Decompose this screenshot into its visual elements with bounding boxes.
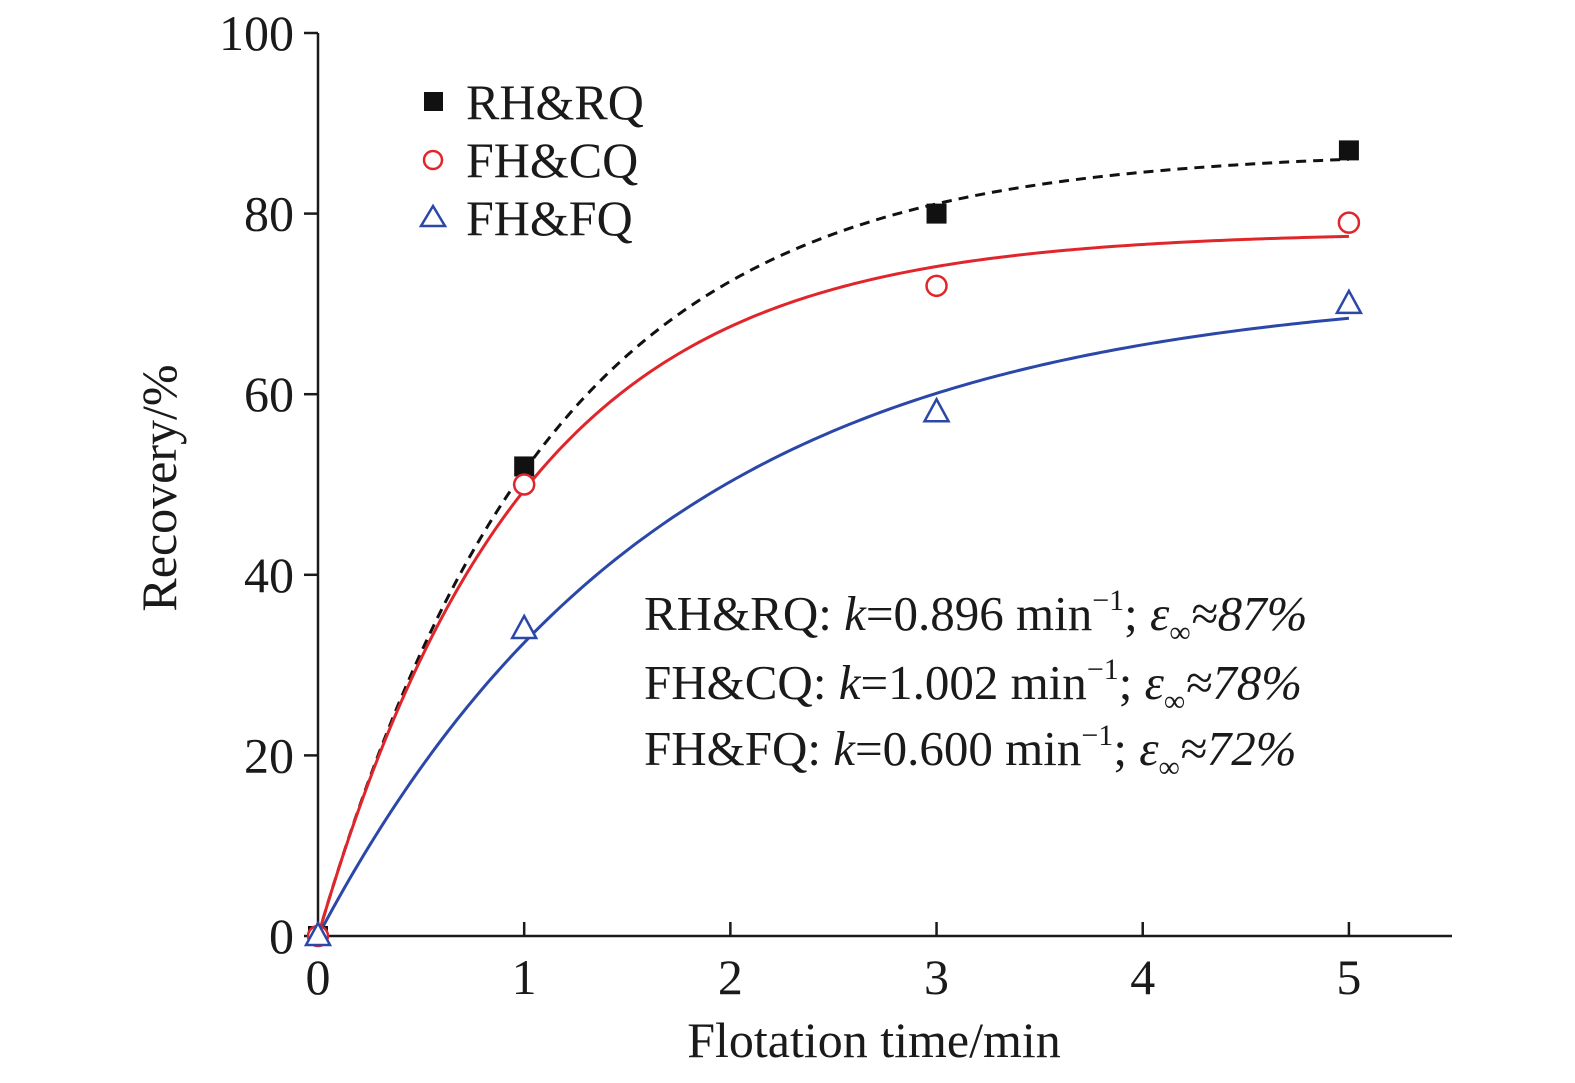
legend-label-fhfq: FH&FQ <box>466 190 633 246</box>
data-point <box>514 456 535 477</box>
data-point <box>1337 211 1361 234</box>
legend-label-rhrq: RH&RQ <box>466 74 644 130</box>
data-point <box>925 274 948 298</box>
data-point <box>1338 140 1359 161</box>
axes <box>316 33 1452 938</box>
x-tick-label: 1 <box>512 949 537 1005</box>
legend-marker-fhfq <box>418 203 448 228</box>
y-ticks: 0 20 40 60 80 100 <box>219 5 318 964</box>
x-tick-label: 3 <box>924 949 949 1005</box>
data-points <box>303 140 1364 948</box>
y-tick-label: 0 <box>269 908 294 964</box>
annotation-fhfq: FH&FQ: k=0.600 min−1; ε∞≈72% <box>644 719 1297 784</box>
legend-marker-fhcq <box>422 149 444 171</box>
data-point <box>512 473 536 496</box>
y-tick-label: 80 <box>244 186 294 242</box>
x-tick-label: 2 <box>718 949 743 1005</box>
legend-marker-rhrq <box>424 92 443 111</box>
data-point <box>510 613 539 640</box>
x-tick-label: 0 <box>306 949 331 1005</box>
x-tick-label: 5 <box>1336 949 1361 1005</box>
y-tick-label: 60 <box>244 366 294 422</box>
fit-curve <box>316 234 1349 937</box>
annotation-rhrq: RH&RQ: k=0.896 min−1; ε∞≈87% <box>644 584 1307 649</box>
y-tick-label: 20 <box>244 727 294 783</box>
fit-curve <box>316 157 1349 937</box>
x-tick-label: 4 <box>1130 949 1155 1005</box>
data-point <box>922 396 951 423</box>
legend: RH&RQ FH&CQ FH&FQ <box>418 74 644 246</box>
fit-curve <box>316 316 1350 937</box>
data-point <box>926 203 947 224</box>
y-tick-label: 40 <box>244 547 294 603</box>
x-axis-title: Flotation time/min <box>687 1012 1061 1068</box>
data-point <box>303 920 333 947</box>
fit-annotations: RH&RQ: k=0.896 min−1; ε∞≈87% FH&CQ: k=1.… <box>644 584 1307 784</box>
x-ticks: 0 1 2 3 4 5 <box>306 922 1361 1005</box>
data-point <box>1334 288 1364 315</box>
annotation-fhcq: FH&CQ: k=1.002 min−1; ε∞≈78% <box>644 653 1302 718</box>
legend-label-fhcq: FH&CQ <box>466 132 638 188</box>
y-tick-label: 100 <box>219 5 294 61</box>
fit-curves <box>316 157 1350 937</box>
y-axis-title: Recovery/% <box>131 364 187 611</box>
